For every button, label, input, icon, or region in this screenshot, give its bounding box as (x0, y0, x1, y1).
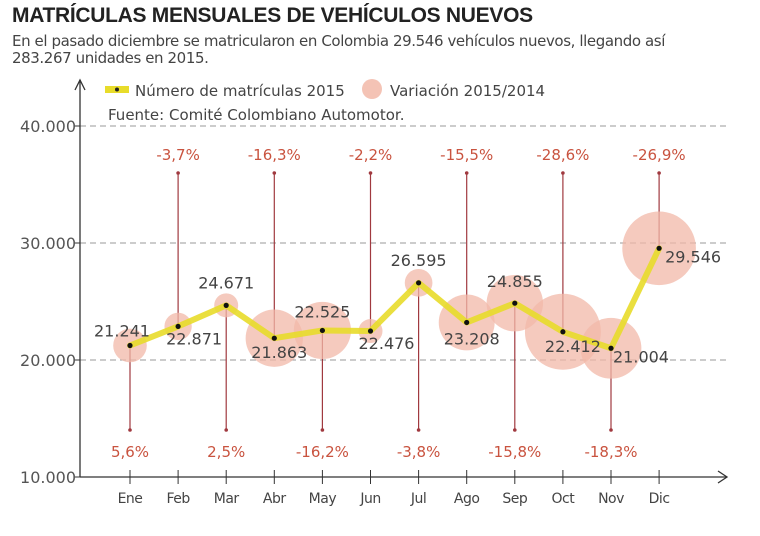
value-label: 24.855 (487, 272, 543, 291)
variation-stem-end (368, 171, 373, 175)
data-labels: 5,6% -3,7% 2,5% -16,3% -16,2% -2,2% -3,8% -15,5… (94, 146, 721, 461)
variation-label: -2,2% (349, 146, 393, 164)
data-point (464, 319, 470, 326)
variation-stem-end (224, 428, 228, 432)
variation-label: -28,6% (536, 146, 589, 164)
value-label: 21.241 (94, 321, 150, 340)
data-point (367, 328, 374, 334)
value-label: 22.525 (294, 302, 350, 321)
x-tick-label: Ago (454, 491, 480, 507)
legend-label-bubble: Variación 2015/2014 (390, 82, 545, 100)
variation-stem-end (657, 171, 661, 175)
x-tick-label: Mar (214, 491, 240, 507)
x-tick-label: Ene (118, 491, 143, 507)
x-tick-label: May (309, 491, 337, 507)
axes: 10.000 20.000 30.000 40.000 Ene Feb Mar Abr May J… (20, 78, 729, 507)
legend-line-dot (115, 87, 119, 92)
y-axis-arrow (74, 78, 86, 91)
y-tick-label: 20.000 (20, 351, 76, 370)
legend-bubble-swatch (362, 79, 382, 99)
value-label: 29.546 (665, 247, 721, 266)
variation-stem-end (609, 428, 613, 432)
data-point (608, 345, 614, 351)
x-tick-label: Dic (649, 491, 670, 507)
legend: Número de matrículas 2015 Variación 2015… (105, 79, 545, 124)
value-label: 22.412 (545, 337, 601, 356)
x-tick-label: Sep (502, 491, 528, 507)
variation-label: 2,5% (207, 443, 245, 461)
x-tick-label: Abr (263, 491, 286, 507)
data-point (223, 302, 229, 308)
x-tick-label: Oct (552, 491, 576, 507)
data-point (127, 342, 133, 349)
variation-label: -3,7% (156, 146, 200, 164)
data-point (416, 280, 422, 286)
variation-label: -3,8% (397, 443, 441, 461)
variation-stem-end (464, 171, 469, 175)
variation-label: -18,3% (584, 443, 637, 461)
chart-title: MATRÍCULAS MENSUALES DE VEHÍCULOS NUEVOS (12, 4, 533, 27)
value-label: 22.871 (166, 329, 222, 348)
y-tick-label: 10.000 (20, 468, 76, 487)
variation-label: -16,3% (248, 146, 301, 164)
x-tick-label: Feb (166, 491, 190, 507)
variation-stem-end (513, 428, 517, 432)
value-label: 23.208 (444, 329, 500, 348)
data-point (656, 245, 662, 251)
value-label: 21.863 (251, 343, 307, 362)
variation-stem-end (128, 428, 132, 432)
variation-label: -16,2% (296, 443, 349, 461)
variation-stems (128, 171, 661, 432)
data-point (175, 323, 181, 330)
data-point (319, 327, 325, 334)
x-tick-label: Nov (598, 491, 624, 507)
legend-label-line: Número de matrículas 2015 (135, 82, 345, 100)
value-label: 21.004 (613, 347, 669, 366)
variation-label: -15,5% (440, 146, 493, 164)
variation-stem-end (320, 428, 325, 432)
value-label: 24.671 (198, 273, 254, 292)
variation-label: -15,8% (488, 443, 541, 461)
y-tick-label: 40.000 (20, 117, 76, 136)
chart-subtitle: En el pasado diciembre se matricularon e… (12, 32, 665, 67)
series-line (127, 245, 663, 352)
variation-stem-end (176, 171, 180, 175)
registrations-line (127, 245, 663, 352)
x-tick-label: Jun (359, 491, 380, 507)
y-tick-label: 30.000 (20, 234, 76, 253)
variation-stem-end (272, 171, 277, 175)
variation-label: 5,6% (111, 443, 149, 461)
variation-stem-end (416, 428, 421, 432)
value-label: 26.595 (391, 251, 447, 270)
data-point (512, 300, 518, 306)
variation-label: -26,9% (633, 146, 686, 164)
x-tick-label: Jul (410, 491, 426, 507)
x-axis-arrow (717, 470, 729, 484)
legend-source: Fuente: Comité Colombiano Automotor. (108, 106, 404, 124)
value-label: 22.476 (359, 334, 415, 353)
data-point (271, 335, 277, 341)
data-point (560, 329, 566, 335)
variation-stem-end (561, 171, 565, 175)
